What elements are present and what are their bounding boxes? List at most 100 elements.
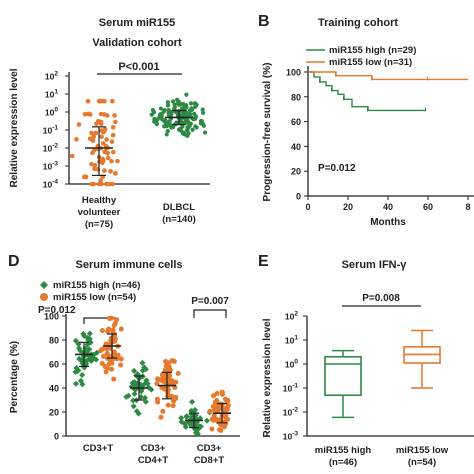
- panel-a-dot-healthy: [69, 153, 75, 159]
- panel-d-group2-line2: CD4+T: [138, 455, 169, 466]
- panel-a-dot-dlbcl: [187, 123, 192, 129]
- panel-e-title: Serum IFN-γ: [342, 259, 408, 271]
- panel-d-pvalue-2: P=0.007: [191, 296, 229, 307]
- panel-b-letter: B: [258, 13, 270, 30]
- panel-d-group3-line2: CD8+T: [194, 455, 225, 466]
- panel-d-dot-high: [130, 397, 137, 404]
- panel-d-dot-high: [76, 355, 83, 362]
- panel-b-xtick-label: 20: [343, 202, 353, 212]
- panel-e-ytick-label: 10-3: [283, 431, 299, 442]
- panel-a-group2-line2: (n=140): [162, 214, 196, 225]
- panel-d-dot-high: [130, 403, 137, 410]
- panel-a-dot-healthy: [112, 113, 117, 118]
- panel-d-dot-low: [223, 412, 229, 418]
- panel-e-ytick-label: 10-1: [283, 383, 299, 394]
- panel-a-dot-healthy: [113, 119, 118, 125]
- panel-a-dot-dlbcl: [201, 123, 206, 128]
- panel-b-pvalue: P=0.012: [318, 163, 356, 174]
- panel-a-dot-dlbcl: [198, 121, 203, 126]
- panel-d-dot-high: [143, 377, 150, 384]
- panel-d-dot-high: [131, 390, 138, 397]
- panel-e-ytick-label: 102: [285, 311, 298, 322]
- panel-d-dot-low: [111, 323, 117, 329]
- panel-d-dot-low: [171, 358, 177, 364]
- panel-d-dot-low: [158, 414, 164, 420]
- panel-a-dot-healthy: [105, 155, 111, 161]
- panel-d-dot-high: [135, 410, 142, 417]
- panel-a-dot-healthy: [109, 139, 115, 144]
- panel-d-title: Serum immune cells: [76, 259, 183, 271]
- panel-a-dot-dlbcl: [158, 106, 163, 111]
- panel-e-pvalue: P=0.008: [362, 293, 400, 304]
- panel-a-ytick-label: 10-2: [43, 143, 59, 154]
- panel-d-dot-low: [210, 417, 216, 423]
- panel-a-dot-healthy: [87, 136, 93, 142]
- panel-d-dot-high: [72, 369, 79, 376]
- panel-d-dot-high: [182, 423, 189, 430]
- panel-d-dot-low: [223, 398, 229, 404]
- panel-d-dot-high: [131, 367, 138, 374]
- panel-a-dot-healthy: [85, 98, 91, 104]
- panel-a-dot-healthy: [89, 181, 95, 187]
- panel-d-dot-high: [72, 380, 79, 387]
- panel-e-ylabel: Relative expression level: [262, 318, 273, 437]
- panel-e-ytick-label: 101: [285, 335, 298, 346]
- panel-a-dot-healthy: [100, 141, 106, 146]
- panel-a-dot-dlbcl: [200, 110, 206, 115]
- panel-a-dot-healthy: [112, 171, 118, 176]
- panel-a-dot-healthy: [98, 119, 104, 125]
- panel-a-dot-dlbcl: [176, 111, 181, 117]
- panel-e-group1-line2: (n=46): [329, 457, 357, 468]
- panel-e-group2-line2: (n=54): [408, 457, 436, 468]
- panel-a-dot-healthy: [110, 149, 116, 155]
- panel-a-dot-healthy: [89, 161, 94, 167]
- panel-d-legend-high-marker: [40, 281, 48, 289]
- panel-d-dot-high: [197, 423, 204, 430]
- panel-b-title: Training cohort: [318, 17, 398, 29]
- panel-a-dot-healthy: [74, 137, 79, 142]
- panel-d-dot-low: [167, 367, 173, 373]
- panel-d-dot-low: [167, 373, 173, 379]
- panel-a-dot-dlbcl: [165, 100, 171, 105]
- panel-a-subtitle: Validation cohort: [92, 37, 182, 49]
- panel-a-dot-healthy: [92, 162, 98, 168]
- panel-d-group1-line1: CD3+T: [83, 443, 114, 454]
- panel-d-dot-high: [142, 394, 149, 401]
- panel-a-group2-line1: DLBCL: [163, 202, 195, 213]
- panel-a-dot-healthy: [102, 168, 107, 173]
- panel-d-dot-low: [103, 369, 109, 375]
- panel-d-legend-low-marker: [40, 293, 48, 301]
- panel-d-dot-low: [209, 426, 215, 432]
- panel-b-ylabel: Progression-free survival (%): [262, 63, 273, 202]
- panel-d-dot-low: [225, 416, 231, 422]
- panel-b-legend-high: miR155 high (n=29): [329, 45, 416, 56]
- panel-a-dot-dlbcl: [168, 123, 173, 128]
- panel-d-dot-high: [79, 381, 86, 388]
- panel-d-dot-low: [219, 389, 225, 395]
- panel-a-dot-healthy: [110, 125, 116, 130]
- panel-b: B Training cohort miR155 high (n=29) miR…: [258, 13, 474, 228]
- panel-a-dot-dlbcl: [180, 131, 186, 136]
- panel-d-legend-high: miR155 high (n=46): [53, 280, 140, 291]
- panel-d-dot-high: [139, 359, 146, 366]
- panel-a-dot-dlbcl: [163, 118, 168, 123]
- panel-d-dot-low: [118, 356, 124, 362]
- panel-a-dot-dlbcl: [178, 102, 183, 107]
- panel-a-dot-dlbcl: [166, 108, 171, 113]
- panel-a-dot-healthy: [105, 150, 110, 156]
- panel-d-dot-high: [80, 330, 87, 337]
- panel-a-dot-dlbcl: [180, 124, 185, 129]
- panel-d-dot-high: [178, 415, 185, 422]
- panel-d-dot-low: [115, 352, 121, 358]
- panel-d-dot-high: [194, 431, 201, 438]
- panel-a-dot-healthy: [90, 150, 95, 156]
- panel-b-xlabel: Months: [370, 217, 406, 228]
- panel-b-ytick-label: 100: [286, 68, 301, 78]
- panel-a-dot-healthy: [96, 181, 102, 187]
- panel-a-dot-dlbcl: [185, 133, 190, 138]
- panel-a-dot-healthy: [107, 181, 113, 187]
- panel-d-dot-high: [90, 351, 97, 358]
- panel-d-dot-high: [203, 417, 210, 424]
- panel-e: E Serum IFN-γ P=0.008 Relative expressio…: [258, 253, 474, 468]
